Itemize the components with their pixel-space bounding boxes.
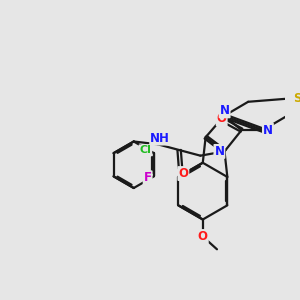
Text: O: O <box>178 167 188 180</box>
Text: S: S <box>293 92 300 105</box>
Text: O: O <box>217 112 227 125</box>
Text: NH: NH <box>150 132 170 145</box>
Text: N: N <box>214 145 224 158</box>
Text: O: O <box>198 230 208 243</box>
Text: N: N <box>263 124 273 136</box>
Text: F: F <box>144 171 152 184</box>
Text: N: N <box>220 104 230 117</box>
Text: Cl: Cl <box>140 145 151 155</box>
